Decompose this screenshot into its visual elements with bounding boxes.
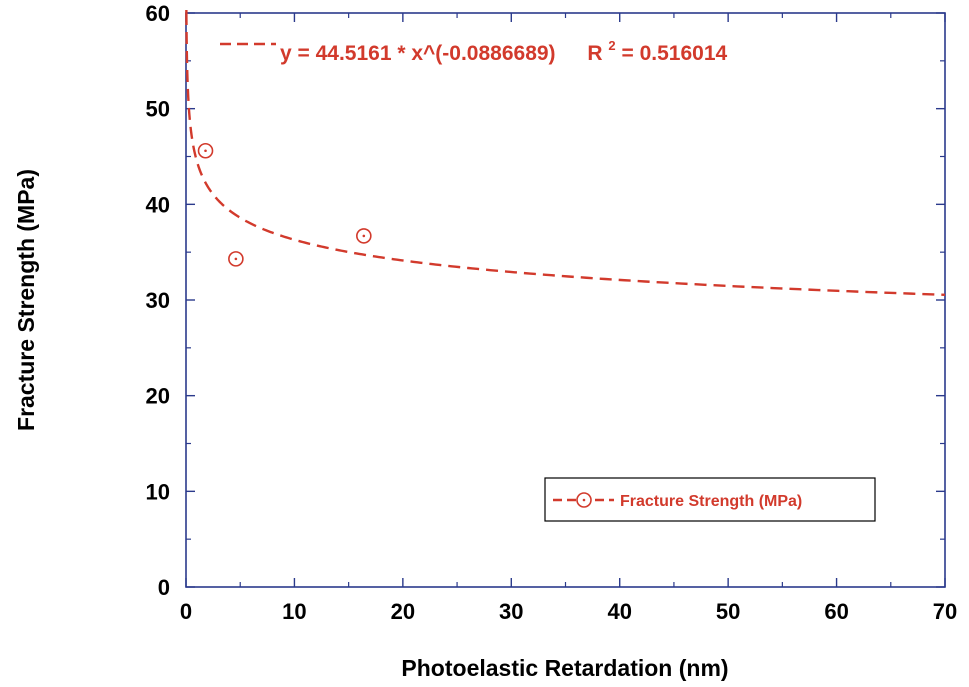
r-squared-value: = 0.516014 — [622, 42, 728, 65]
y-axis-title: Fracture Strength (MPa) — [13, 169, 39, 431]
fit-equation-prefix: y = 44.5161 * x^(-0.0886689) — [280, 42, 556, 65]
x-axis-title: Photoelastic Retardation (nm) — [401, 655, 728, 681]
x-tick-label: 60 — [824, 599, 848, 624]
legend-label: Fracture Strength (MPa) — [620, 493, 802, 510]
x-tick-label: 20 — [391, 599, 415, 624]
legend: Fracture Strength (MPa) — [544, 477, 876, 522]
data-point-center — [204, 149, 207, 153]
x-tick-label: 50 — [716, 599, 740, 624]
legend-marker-dot — [582, 498, 586, 502]
data-point-center — [234, 257, 238, 261]
x-tick-label: 70 — [933, 599, 957, 624]
fit-curve-layer — [185, 10, 946, 296]
fit-equation: y = 44.5161 * x^(-0.0886689) R 2 = 0.516… — [220, 32, 728, 65]
fit-curve — [185, 12, 946, 296]
x-tick-label: 0 — [180, 599, 192, 624]
x-axis-ticks: 0 10 20 30 40 50 60 70 — [180, 13, 957, 624]
r-squared-label: R — [587, 42, 602, 65]
y-tick-label: 50 — [146, 97, 170, 122]
data-point-center — [362, 234, 366, 238]
x-tick-label: 10 — [282, 599, 306, 624]
x-tick-label: 40 — [607, 599, 631, 624]
data-points-layer — [197, 142, 372, 267]
y-tick-label: 30 — [146, 288, 170, 313]
x-tick-label: 30 — [499, 599, 523, 624]
y-tick-label: 10 — [146, 479, 170, 504]
y-tick-label: 20 — [146, 384, 170, 409]
y-tick-label: 40 — [146, 192, 170, 217]
r-squared-superscript: 2 — [608, 38, 615, 53]
y-tick-label: 60 — [146, 1, 170, 26]
fit-equation-text: y = 44.5161 * x^(-0.0886689) R 2 = 0.516… — [280, 32, 728, 65]
y-tick-label: 0 — [158, 575, 170, 600]
